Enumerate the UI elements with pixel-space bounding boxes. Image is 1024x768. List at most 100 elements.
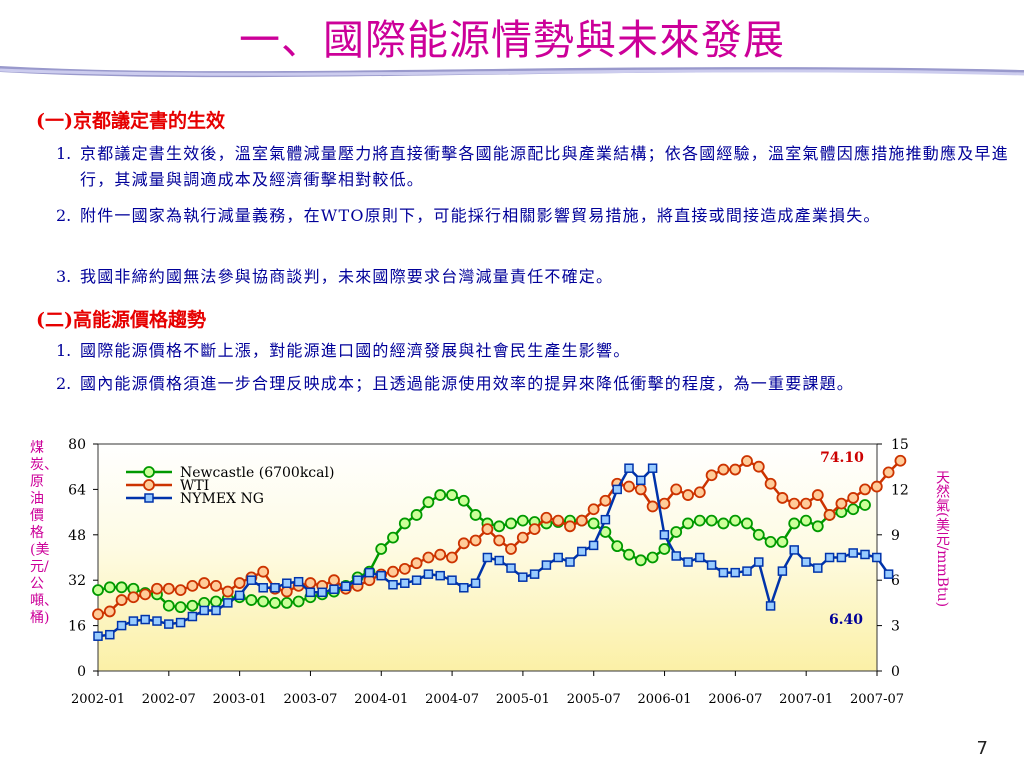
series-point — [174, 601, 187, 614]
series-point — [422, 496, 435, 509]
series-point — [634, 554, 647, 567]
series-point — [528, 523, 541, 536]
series-point — [540, 511, 553, 524]
section-2-heading: (二)高能源價格趨勢 — [36, 309, 206, 331]
series-point — [741, 517, 753, 530]
series-point — [328, 574, 340, 587]
series-point — [587, 503, 600, 516]
series-point — [658, 497, 671, 510]
series-point — [564, 520, 576, 533]
y-left-tick-label: 32 — [68, 573, 86, 589]
series-point — [105, 629, 115, 640]
series-point — [634, 483, 647, 496]
series-point — [670, 526, 683, 538]
x-tick-label: 2007-01 — [779, 692, 833, 707]
y-left-tick-label: 64 — [68, 482, 86, 498]
series-point — [422, 551, 435, 564]
series-point — [270, 583, 280, 593]
series-point — [752, 528, 765, 541]
series-point — [553, 552, 563, 563]
series-point — [730, 567, 740, 578]
series-point — [175, 617, 186, 628]
series-point — [115, 594, 128, 606]
series-point — [789, 545, 799, 555]
series-point — [210, 595, 222, 608]
legend-label: Newcastle (6700kcal) — [180, 465, 334, 481]
series-point — [670, 483, 683, 496]
series-point — [788, 517, 801, 530]
series-point — [518, 572, 528, 582]
y-left-tick-label: 80 — [68, 437, 86, 453]
series-point — [140, 614, 150, 625]
series-point — [577, 546, 587, 557]
series-point — [705, 469, 718, 482]
series-point — [210, 579, 222, 592]
series-point — [435, 570, 445, 581]
slide-title: 一、國際能源情勢與未來發展 — [239, 16, 785, 64]
y-right-tick-label: 15 — [891, 437, 909, 453]
series-point — [139, 588, 152, 601]
series-point — [411, 575, 422, 585]
item-text: 國際能源價格不斷上漲，對能源進口國的經濟發展與社會民生產生影響。 — [80, 341, 631, 360]
series-point — [505, 543, 517, 555]
series-point — [658, 543, 671, 555]
series-point — [92, 584, 104, 597]
series-point — [234, 590, 245, 601]
series-point — [387, 531, 399, 544]
series-point — [811, 520, 824, 533]
series-point — [872, 552, 882, 563]
series-point — [187, 611, 198, 622]
series-point — [847, 492, 860, 504]
legend-swatch-marker — [143, 466, 155, 478]
series-point — [776, 535, 789, 548]
series-point — [541, 560, 552, 570]
legend-swatch-marker — [143, 479, 155, 491]
ng-last-value-label: 6.40 — [829, 612, 863, 628]
series-point — [152, 616, 162, 626]
series-point — [482, 552, 493, 563]
series-point — [894, 454, 907, 467]
series-point — [245, 594, 258, 606]
series-point — [410, 509, 423, 521]
section-2-item-2: 2. 國內能源價格須進一步合理反映成本；且透過能源使用效率的提昇來降低衝擊的程度… — [56, 371, 1016, 397]
x-tick-label: 2004-01 — [354, 692, 408, 707]
series-point — [258, 583, 268, 593]
section-1-heading: (一)京都議定書的生效 — [36, 110, 225, 132]
series-point — [103, 605, 116, 618]
series-point — [647, 463, 658, 473]
series-point — [764, 535, 777, 548]
series-point — [423, 569, 434, 579]
series-point — [823, 509, 836, 521]
series-point — [186, 599, 199, 612]
series-point — [623, 548, 635, 561]
series-point — [388, 579, 398, 590]
y-left-tick-label: 16 — [68, 619, 86, 635]
series-point — [729, 514, 742, 527]
x-tick-label: 2003-07 — [283, 692, 337, 707]
series-point — [717, 463, 730, 476]
series-point — [447, 575, 457, 585]
series-point — [776, 492, 789, 504]
x-tick-label: 2005-01 — [496, 692, 550, 707]
series-point — [115, 581, 128, 594]
series-point — [765, 601, 776, 611]
y-right-tick-label: 6 — [891, 573, 900, 589]
series-point — [752, 460, 765, 473]
x-tick-label: 2005-07 — [567, 692, 621, 707]
series-point — [693, 514, 706, 527]
series-point — [693, 486, 706, 499]
series-point — [588, 540, 599, 551]
series-point — [162, 582, 175, 595]
x-tick-label: 2006-07 — [708, 692, 762, 707]
item-number: 2. — [56, 374, 72, 393]
series-point — [93, 631, 103, 641]
title-swoosh-decoration — [0, 66, 1024, 78]
series-point — [387, 565, 399, 578]
series-point — [282, 578, 292, 588]
series-point — [305, 587, 316, 598]
series-point — [506, 563, 516, 573]
series-point — [848, 548, 858, 558]
item-number: 1. — [56, 341, 72, 360]
series-point — [636, 475, 646, 486]
series-point — [682, 489, 694, 501]
